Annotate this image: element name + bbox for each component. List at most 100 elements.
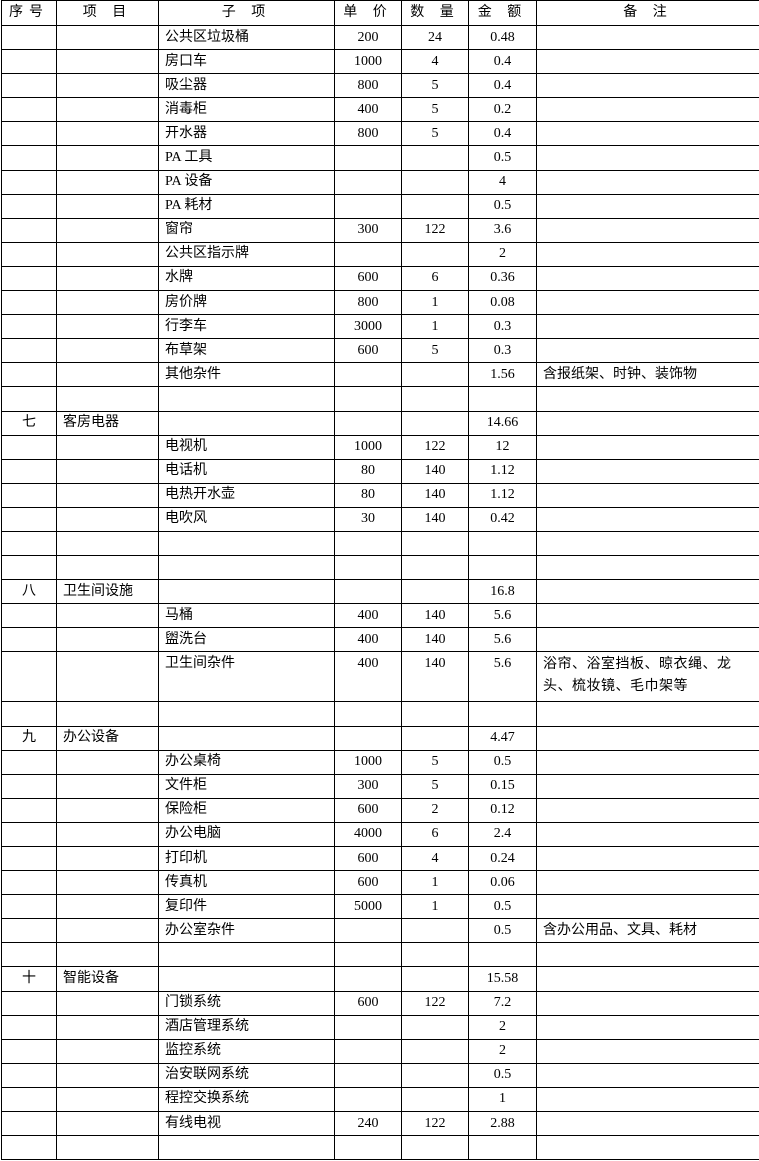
col-index-cell [1,1086,57,1113]
col-item-cell [56,990,159,1016]
col-quantity-cell: 140 [401,627,469,653]
col-note-cell [536,773,759,799]
table-row [1,1135,759,1161]
col-amount-cell: 2.88 [468,1111,537,1137]
table-row: 监控系统 2 [1,1038,759,1064]
col-index-cell [1,217,57,243]
col-quantity-cell: 1 [401,870,469,896]
col-amount-cell [468,942,537,968]
table-row: 卫生间杂件 400 140 5.6 浴帘、浴室挡板、晾衣绳、龙头、梳妆镜、毛巾架等 [1,651,759,703]
col-quantity-cell [401,193,469,219]
col-note-cell [536,894,759,920]
table-row: PA 工具 0.5 [1,145,759,171]
col-unit-price-cell: 4000 [334,821,402,848]
col-unit-price-cell [334,1135,402,1161]
col-note-cell [536,193,759,219]
col-unit-price-cell [334,725,402,751]
col-unit-price-cell: 1000 [334,434,402,460]
col-subitem-cell: 酒店管理系统 [158,1014,335,1040]
col-amount-cell: 0.36 [468,265,537,292]
col-index-cell [1,1111,57,1137]
col-quantity-cell: 122 [401,990,469,1016]
table-row: 八卫生间设施 16.8 [1,579,759,605]
col-subitem-cell: PA 耗材 [158,193,335,219]
col-index-cell [1,24,57,51]
col-subitem-cell: 卫生间杂件 [158,651,335,703]
table-row: 七客房电器 14.66 [1,410,759,436]
col-quantity-cell: 1 [401,894,469,920]
col-item-cell [56,651,159,703]
col-unit-price-cell [334,145,402,171]
table-row: 盥洗台 400 140 5.6 [1,627,759,653]
table-row: 保险柜 600 2 0.12 [1,797,759,823]
col-index-cell [1,530,57,557]
col-unit-price-cell: 400 [334,627,402,653]
col-item-cell [56,121,159,147]
col-note-cell [536,121,759,147]
col-item-cell [56,24,159,51]
col-unit-price-cell: 240 [334,1111,402,1137]
col-item-cell [56,1038,159,1064]
table-row: 打印机 600 4 0.24 [1,845,759,872]
col-index-cell [1,265,57,292]
col-quantity-cell [401,966,469,992]
col-amount-cell: 14.66 [468,410,537,436]
header-col-item: 项 目 [56,0,159,26]
col-note-cell [536,410,759,436]
col-note-cell [536,797,759,823]
col-item-cell [56,169,159,195]
col-index-cell [1,338,57,364]
col-unit-price-cell: 600 [334,265,402,292]
table-row [1,701,759,727]
col-amount-cell: 0.42 [468,506,537,532]
table-row: 窗帘 300 122 3.6 [1,217,759,243]
col-quantity-cell [401,1062,469,1088]
col-quantity-cell [401,701,469,727]
table-row: 其他杂件 1.56 含报纸架、时钟、装饰物 [1,362,759,388]
col-unit-price-cell: 600 [334,797,402,823]
col-index-cell [1,627,57,653]
table-row: 九办公设备 4.47 [1,725,759,751]
col-amount-cell: 7.2 [468,990,537,1016]
col-note-cell [536,290,759,316]
table-row: 文件柜 300 5 0.15 [1,773,759,799]
col-item-cell [56,1086,159,1113]
col-quantity-cell: 122 [401,217,469,243]
col-quantity-cell [401,1014,469,1040]
col-item-cell [56,821,159,848]
col-unit-price-cell [334,530,402,557]
col-item-cell: 智能设备 [56,966,159,992]
col-unit-price-cell: 800 [334,73,402,99]
table-row [1,530,759,557]
col-note-cell: 含办公用品、文具、耗材 [536,918,759,944]
col-unit-price-cell [334,241,402,267]
col-note-cell [536,966,759,992]
col-index-cell [1,145,57,171]
col-quantity-cell [401,530,469,557]
col-amount-cell: 0.5 [468,145,537,171]
col-item-cell [56,530,159,557]
col-index-cell: 十 [1,966,57,992]
col-unit-price-cell [334,942,402,968]
col-item-cell [56,362,159,388]
col-quantity-cell [401,169,469,195]
col-note-cell [536,555,759,581]
col-quantity-cell: 6 [401,265,469,292]
header-row: 序号项 目子 项单 价数 量金 额备 注 [1,0,759,26]
col-amount-cell: 4 [468,169,537,195]
col-quantity-cell [401,1135,469,1161]
col-index-cell [1,870,57,896]
col-subitem-cell: 办公电脑 [158,821,335,848]
table-row: 有线电视 240 122 2.88 [1,1111,759,1137]
col-quantity-cell [401,410,469,436]
col-quantity-cell [401,579,469,605]
col-note-cell [536,990,759,1016]
header-col-index: 序号 [1,0,57,26]
col-subitem-cell: 打印机 [158,845,335,872]
col-amount-cell: 16.8 [468,579,537,605]
table-row: 办公电脑 4000 6 2.4 [1,821,759,848]
col-amount-cell: 0.4 [468,121,537,147]
header-col-quantity: 数 量 [401,0,469,26]
col-subitem-cell: 盥洗台 [158,627,335,653]
